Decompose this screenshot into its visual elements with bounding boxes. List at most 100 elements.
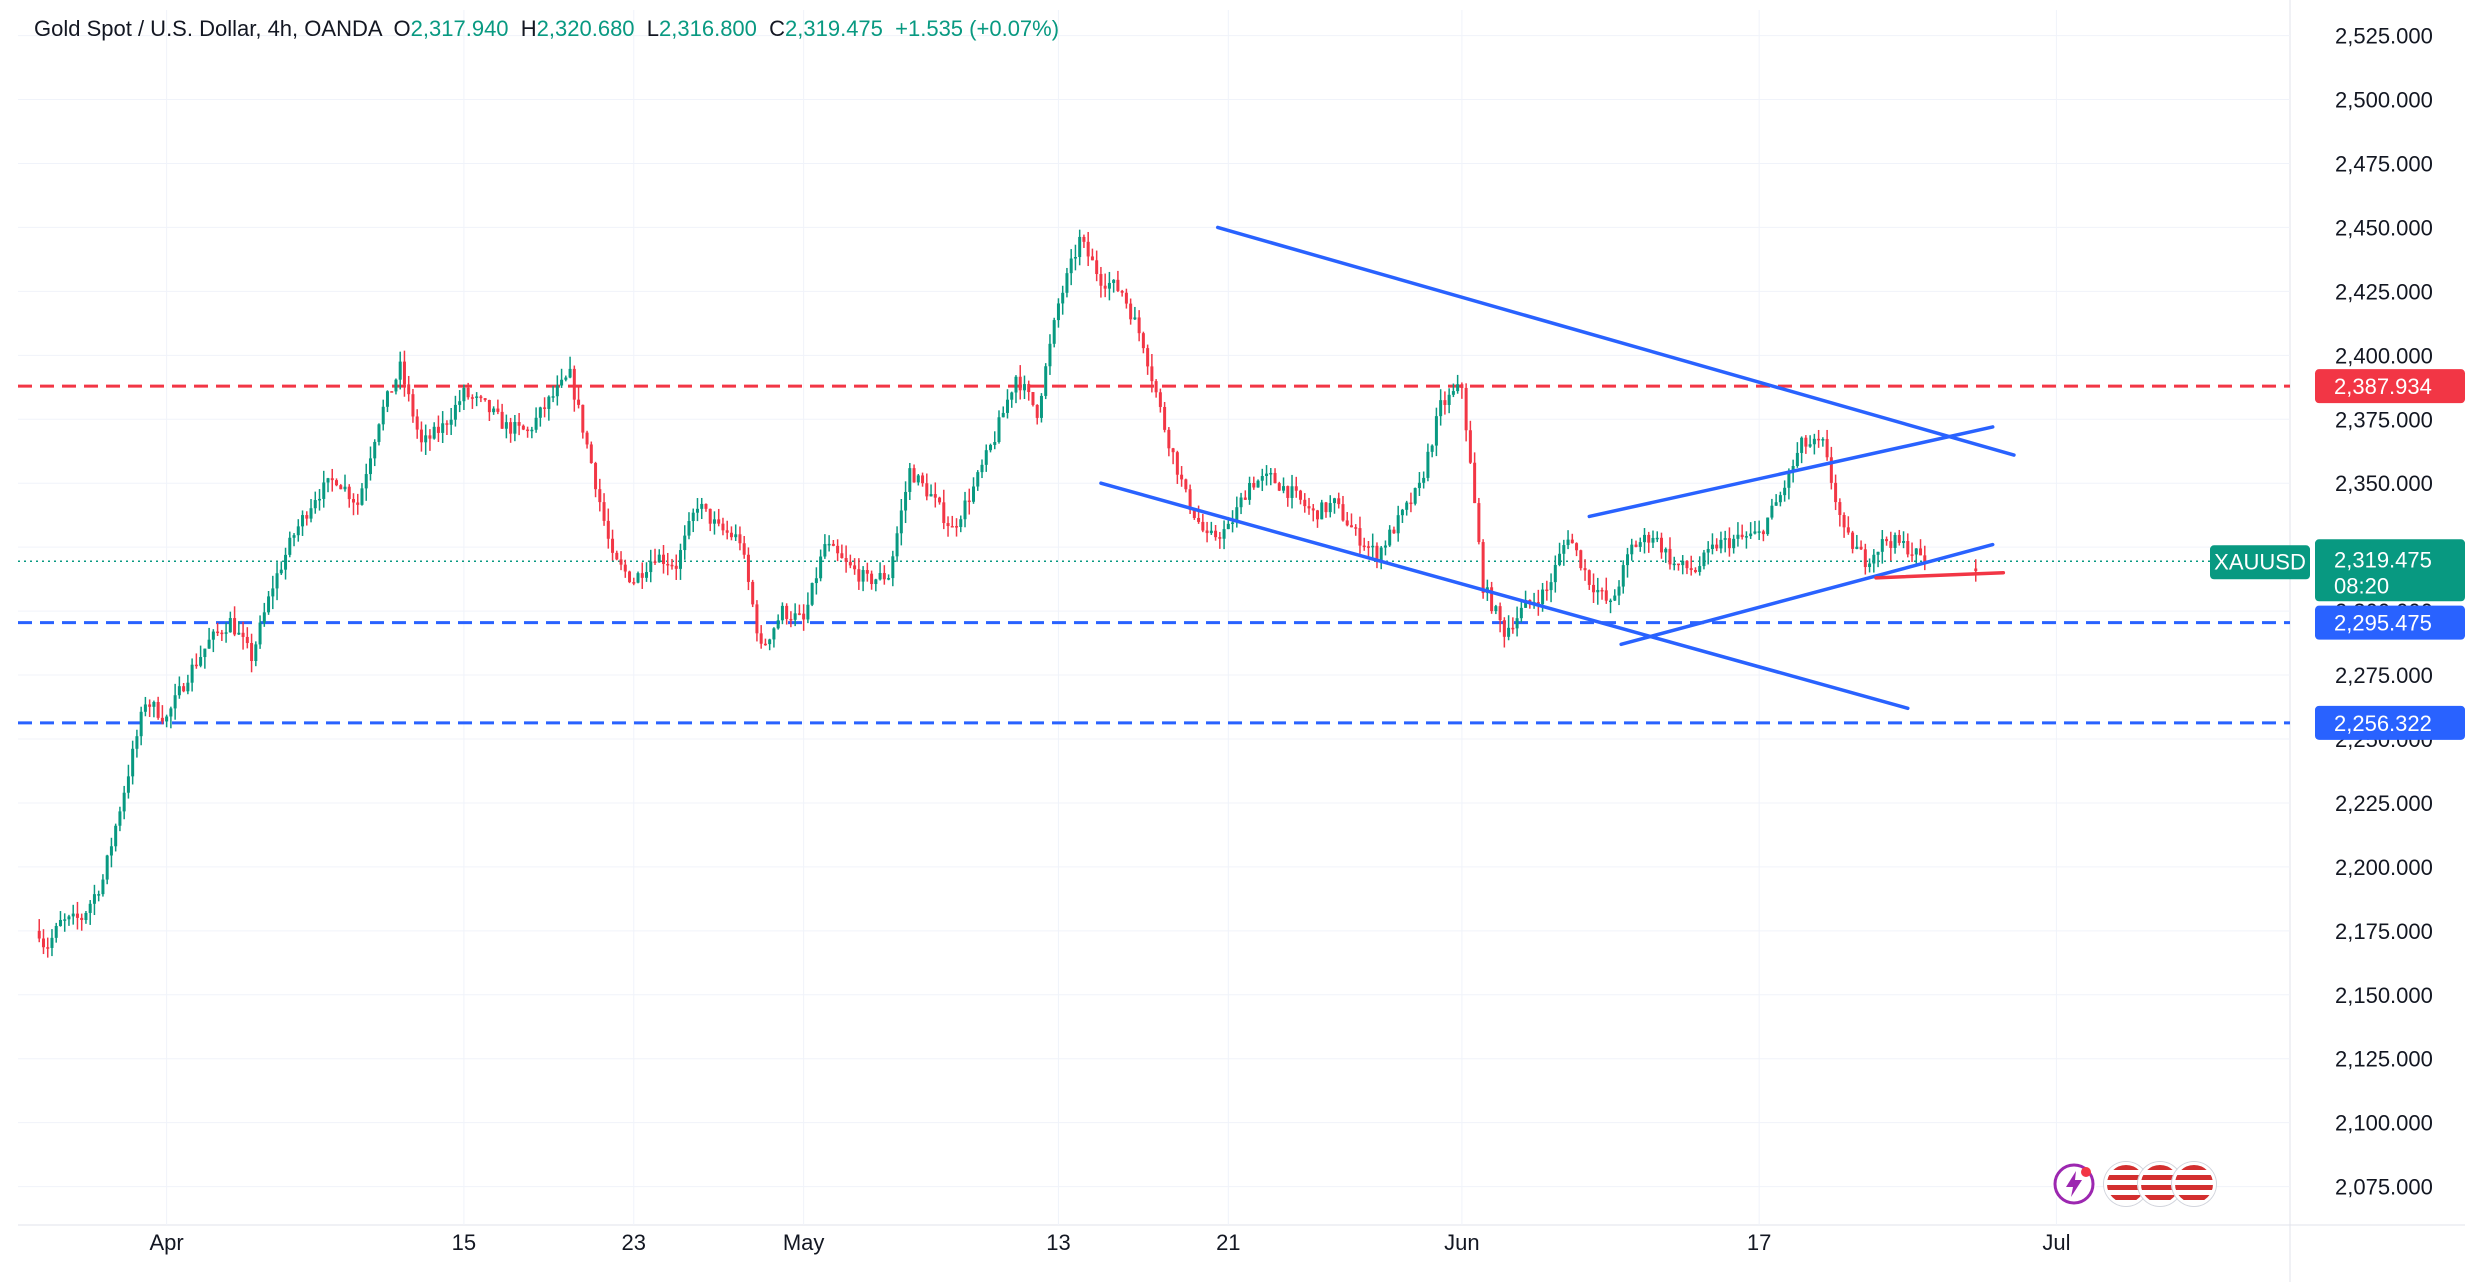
candle-body [109, 846, 113, 856]
candle-body [475, 396, 479, 398]
candle-body [1638, 542, 1642, 547]
candle-body [1090, 256, 1094, 261]
candle-body [806, 604, 810, 620]
candle-body [1545, 589, 1549, 592]
candle-body [1277, 483, 1281, 491]
candle-body [390, 391, 394, 393]
candle-body [645, 572, 649, 578]
candle-body [424, 435, 428, 443]
candle-body [139, 711, 143, 737]
candle-body [177, 686, 181, 696]
y-tick-label: 2,225.000 [2335, 791, 2433, 816]
y-tick-label: 2,275.000 [2335, 663, 2433, 688]
x-tick-label: Jul [2042, 1230, 2070, 1255]
candle-body [1592, 584, 1596, 593]
candle-body [343, 486, 347, 490]
candle-body [1634, 544, 1638, 547]
x-tick-label: May [783, 1230, 825, 1255]
candle-body [88, 903, 92, 913]
candle-body [1337, 498, 1341, 505]
candle-body [848, 561, 852, 566]
price-axis: 2,525.000 2,500.000 2,475.000 2,450.000 2,42… [2335, 24, 2433, 1200]
candle-body [1923, 555, 1927, 564]
candle-body [1872, 554, 1876, 564]
candle-body [1783, 487, 1787, 496]
candle-body [1150, 366, 1154, 382]
candle-body [479, 396, 483, 399]
candle-body [789, 618, 793, 621]
low-value: 2,316.800 [659, 16, 757, 41]
candle-body [1642, 534, 1646, 543]
us-flag-icon[interactable] [2138, 1162, 2182, 1206]
candle-body [199, 657, 203, 666]
candle-body [819, 556, 823, 579]
candle-body [1439, 400, 1443, 417]
candle-body [1371, 545, 1375, 548]
candle-body [326, 478, 330, 483]
candle-body [1265, 473, 1269, 476]
candle-body [1388, 529, 1392, 546]
candle-body [1774, 502, 1778, 506]
candle-body [381, 406, 385, 425]
candle-body [322, 482, 326, 499]
candle-body [1027, 384, 1031, 393]
candle-body [152, 701, 156, 707]
candle-body [1609, 600, 1613, 603]
candle-body [105, 855, 109, 880]
candle-body [241, 632, 245, 637]
candle-body [1549, 582, 1553, 591]
candle-body [700, 503, 704, 509]
us-flag-icon[interactable] [2172, 1162, 2216, 1206]
candle-body [577, 399, 581, 405]
high-value: 2,320.680 [536, 16, 635, 41]
candle-body [143, 704, 147, 712]
event-badges[interactable] [2052, 1162, 2216, 1206]
candle-body [496, 408, 500, 412]
candle-body [258, 622, 262, 645]
candle-body [118, 811, 122, 826]
candle-body [1846, 527, 1850, 533]
candle-body [131, 748, 135, 777]
candle-body [534, 417, 538, 430]
candle-body [458, 401, 462, 405]
trendlines [1099, 225, 2016, 711]
candle-body [1252, 482, 1256, 488]
candle-body [929, 494, 933, 497]
symbol-header[interactable]: Gold Spot / U.S. Dollar, 4h, OANDA O2,31… [34, 16, 1060, 41]
candle-body [1511, 627, 1515, 630]
candle-body [1005, 399, 1009, 413]
candle-body [1299, 490, 1303, 500]
x-tick-label: 23 [622, 1230, 646, 1255]
candle-body [402, 361, 406, 385]
candle-body [861, 570, 865, 582]
candle-body [1757, 531, 1761, 533]
candle-body [594, 463, 598, 490]
candle-body [1163, 406, 1167, 430]
candle-body [318, 498, 322, 501]
candle-body [938, 497, 942, 503]
candle-body [224, 632, 228, 634]
candle-body [1880, 539, 1884, 552]
candle-body [1664, 548, 1668, 553]
candle-body [207, 639, 211, 649]
candle-body [41, 938, 45, 948]
price-badges: 2,387.934 2,295.475 2,256.322 2,319.47508:2… [2210, 369, 2465, 740]
candle-body [993, 442, 997, 445]
candle-body [466, 387, 470, 398]
candle-body [186, 682, 190, 692]
lightning-icon[interactable] [2052, 1162, 2096, 1206]
candle-body [611, 538, 615, 553]
candle-body [670, 564, 674, 567]
candle-body [1460, 384, 1464, 388]
candle-body [80, 917, 84, 921]
candle-body [526, 429, 530, 432]
candle-body [1031, 392, 1035, 405]
y-tick-label: 2,450.000 [2335, 215, 2433, 240]
candle-body [1715, 544, 1719, 549]
candle-body [874, 579, 878, 585]
candle-body [1829, 457, 1833, 483]
candle-body [870, 573, 874, 585]
y-tick-label: 2,200.000 [2335, 855, 2433, 880]
candle-body [831, 543, 835, 546]
